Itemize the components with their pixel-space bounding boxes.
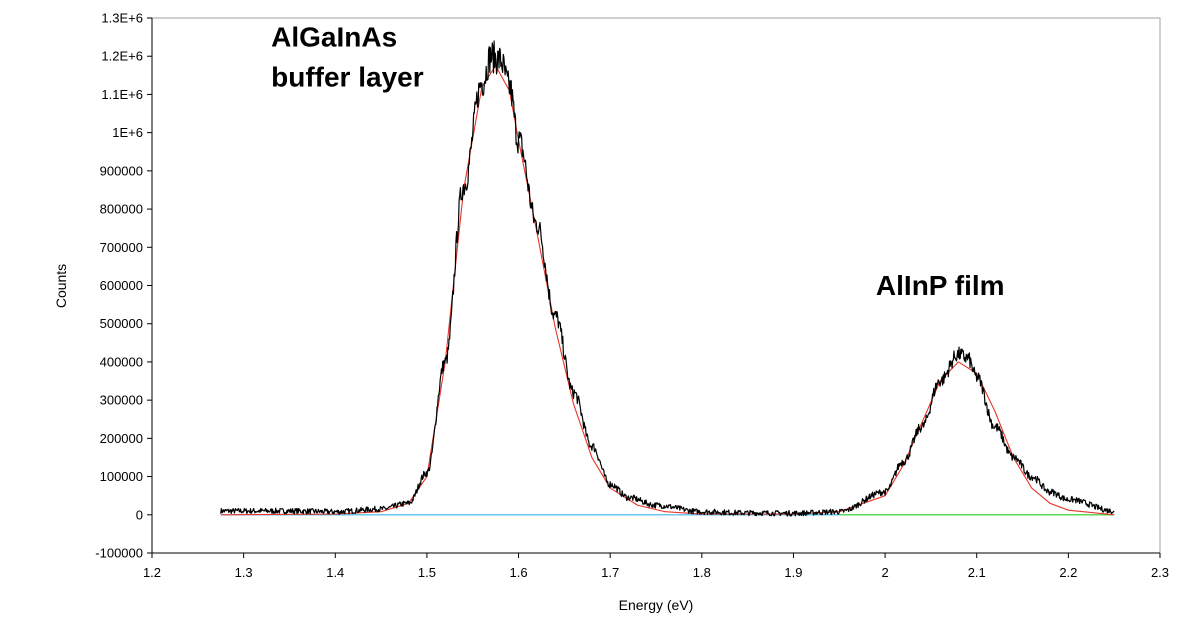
annotation-line: AlGaInAs [271,22,397,53]
x-tick-label: 2 [881,565,888,580]
x-tick-label: 1.8 [693,565,711,580]
x-tick-label: 1.4 [326,565,344,580]
y-tick-label: -100000 [95,546,143,561]
series-layer [220,40,1115,517]
y-tick-label: 500000 [100,316,143,331]
plot-area [151,17,1161,554]
y-tick-label: 1.3E+6 [101,11,143,26]
y-axis-title: Counts [53,264,69,308]
x-tick-label: 2.2 [1059,565,1077,580]
annotation-line: buffer layer [271,62,424,93]
y-tick-label: 1.1E+6 [101,87,143,102]
measured-spectrum-line [220,40,1115,517]
y-tick-label: 200000 [100,431,143,446]
y-tick-label: 1E+6 [112,125,143,140]
x-axis-title: Energy (eV) [619,597,694,613]
annotation-layer: AlGaInAs buffer layer AlInP film [271,22,1004,301]
y-tick-label: 0 [136,507,143,522]
x-axis: 1.2 1.3 1.4 1.5 1.6 1.7 1.8 1.9 2 2.1 2.2 2.3 [143,552,1169,580]
y-axis: -100000 0 100000 200000 300000 400000 500000 60… [95,11,153,561]
x-tick-label: 1.3 [235,565,253,580]
x-tick-label: 1.2 [143,565,161,580]
y-tick-label: 100000 [100,469,143,484]
x-tick-label: 2.3 [1151,565,1169,580]
y-tick-label: 700000 [100,240,143,255]
peak-annotation: AlInP film [876,270,1005,301]
annotation-line: AlInP film [876,270,1005,301]
y-tick-label: 600000 [100,278,143,293]
x-tick-label: 1.5 [418,565,436,580]
y-tick-label: 900000 [100,163,143,178]
x-tick-label: 1.9 [784,565,802,580]
x-tick-label: 1.6 [510,565,528,580]
x-tick-label: 1.7 [601,565,619,580]
y-tick-label: 400000 [100,354,143,369]
y-tick-label: 1.2E+6 [101,49,143,64]
peak-annotation: AlGaInAs buffer layer [271,22,424,93]
y-tick-label: 800000 [100,202,143,217]
y-tick-label: 300000 [100,393,143,408]
x-tick-label: 2.1 [968,565,986,580]
